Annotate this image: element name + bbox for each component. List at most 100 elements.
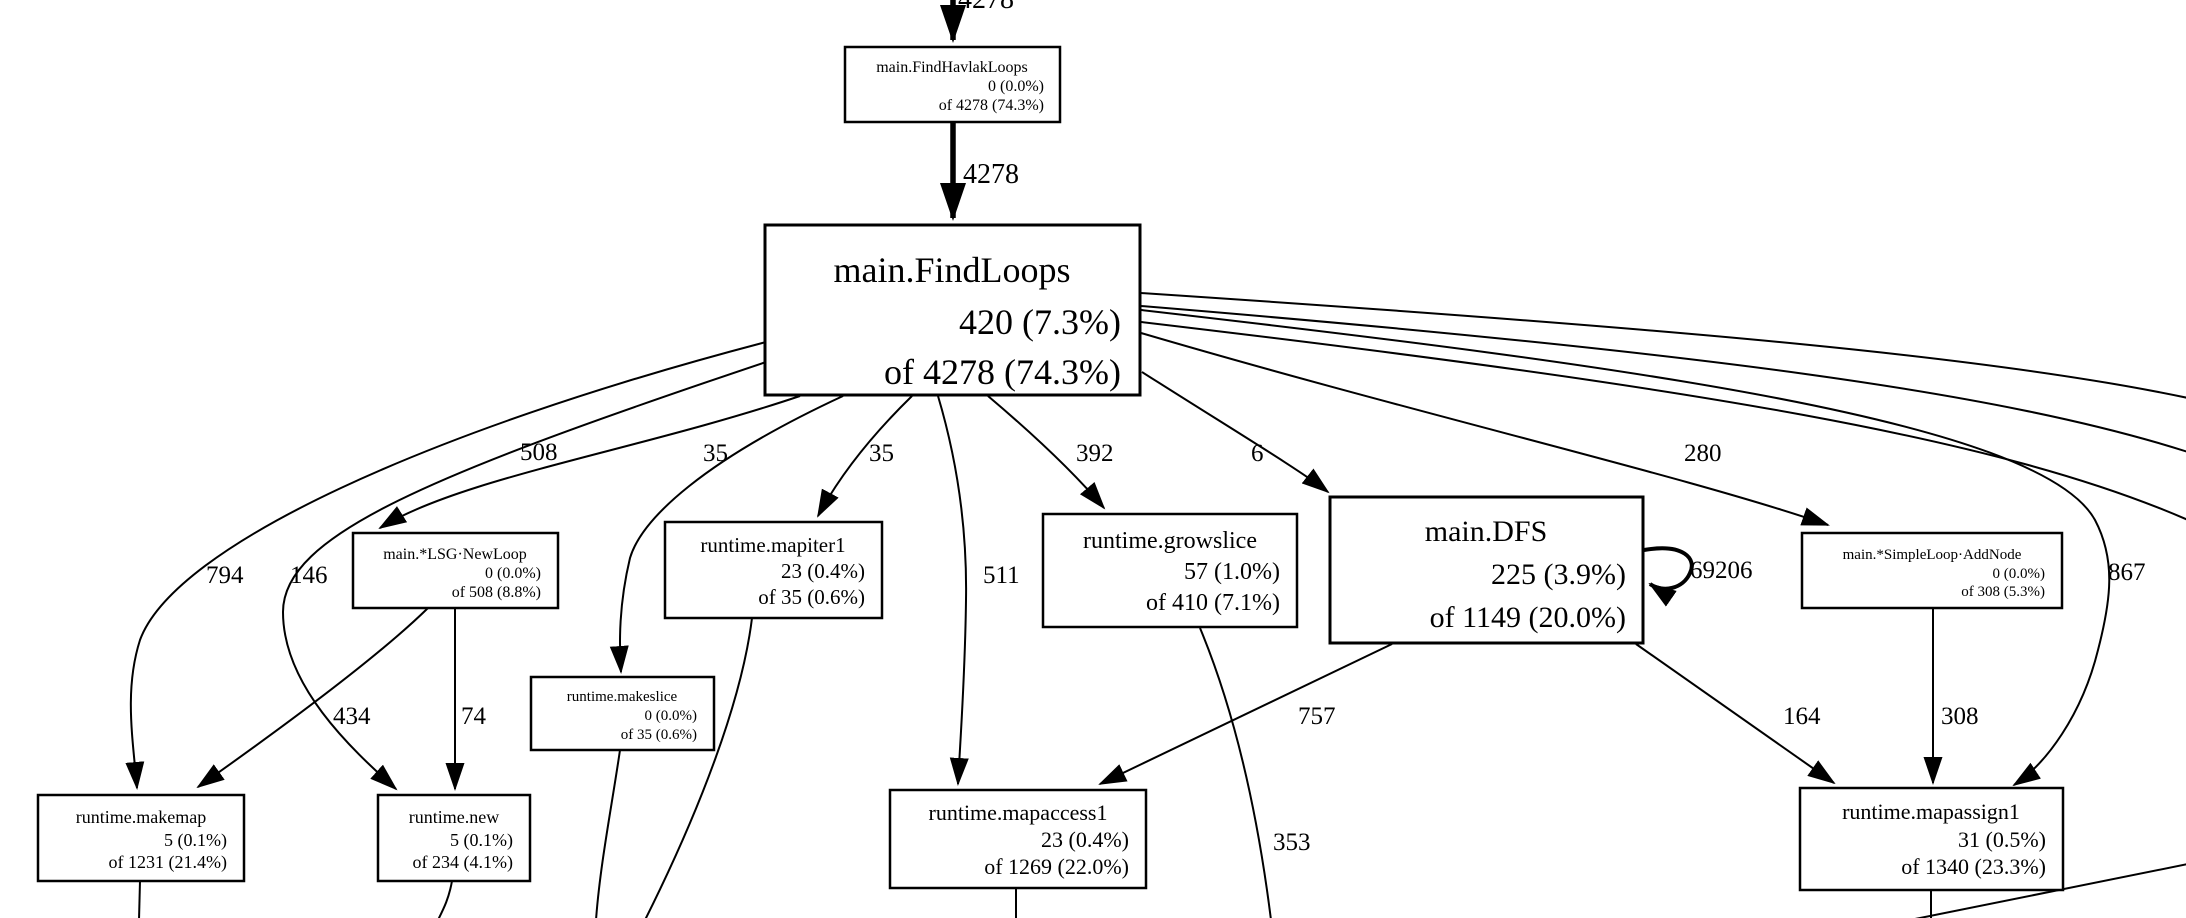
edge-dfs-self-loop: 69206 <box>1643 546 1753 607</box>
node-cum-value: of 308 (5.3%) <box>1961 584 2045 600</box>
edge-weight-label: 164 <box>1783 703 1821 730</box>
edge-line <box>817 395 913 518</box>
node-box[interactable] <box>763 223 1142 397</box>
node-name: runtime.mapassign1 <box>1842 799 2020 824</box>
edge-line <box>1643 546 1694 607</box>
edge-weight-label: 35 <box>703 440 728 467</box>
node-runtime-new[interactable]: runtime.new 5 (0.1%) of 234 (4.1%) <box>376 793 532 883</box>
edge-line <box>196 607 429 789</box>
edge-stub-findloops-right-3 <box>1140 321 2186 521</box>
edge-weight-label: 146 <box>290 562 328 589</box>
node-main-findhavlakloops[interactable]: main.FindHavlakLoops 0 (0.0%) of 4278 (7… <box>843 45 1062 124</box>
edge-line <box>1098 643 1393 785</box>
edge-findhavlakloops-to-findloops: 4278 <box>940 122 1019 221</box>
node-flat-value: 31 (0.5%) <box>1958 827 2046 852</box>
node-name: runtime.makemap <box>76 807 206 827</box>
node-name: main.*SimpleLoop·AddNode <box>1843 547 2022 563</box>
node-main-dfs[interactable]: main.DFS 225 (3.9%) of 1149 (20.0%) <box>1328 495 1645 645</box>
edge-line <box>1140 332 1830 526</box>
node-main-findloops[interactable]: main.FindLoops 420 (7.3%) of 4278 (74.3%… <box>763 223 1142 397</box>
edge-findloops-to-new: 146 <box>281 361 767 791</box>
node-box[interactable] <box>888 788 1148 890</box>
node-box[interactable] <box>1328 495 1645 645</box>
node-cum-value: of 1269 (22.0%) <box>984 854 1129 879</box>
edge-line <box>987 395 1106 510</box>
node-main-simpleloop-addnode[interactable]: main.*SimpleLoop·AddNode 0 (0.0%) of 308… <box>1800 531 2064 610</box>
edge-stub-makemap-down <box>138 880 141 918</box>
edge-weight-label: 353 <box>1273 829 1311 856</box>
node-flat-value: 0 (0.0%) <box>988 78 1044 95</box>
node-cum-value: of 1149 (20.0%) <box>1430 601 1626 634</box>
edge-line <box>609 395 844 674</box>
node-name: runtime.makeslice <box>567 689 678 705</box>
edge-lsg-newloop-to-new: 74 <box>445 608 487 791</box>
node-flat-value: 420 (7.3%) <box>959 302 1121 342</box>
node-flat-value: 0 (0.0%) <box>1993 566 2046 582</box>
edge-line <box>1635 643 1836 785</box>
edge-findloops-to-mapaccess1: 511 <box>937 395 1020 786</box>
node-runtime-makemap[interactable]: runtime.makemap 5 (0.1%) of 1231 (21.4%) <box>36 793 246 883</box>
edge-weight-label: 35 <box>869 440 894 467</box>
node-cum-value: of 410 (7.1%) <box>1146 590 1280 616</box>
node-flat-value: 5 (0.1%) <box>164 830 227 851</box>
edge-simpleloop-addnode-to-mapassign1: 308 <box>1923 608 1979 785</box>
node-cum-value: of 508 (8.8%) <box>452 584 541 601</box>
node-box[interactable] <box>529 675 716 752</box>
node-flat-value: 0 (0.0%) <box>485 565 541 582</box>
edge-weight-label: 308 <box>1941 703 1979 730</box>
edge-weight-label: 4278 <box>963 159 1019 190</box>
edge-stub-bottom-right-diagonal <box>1914 863 2186 918</box>
edge-findloops-to-mapiter1: 35 <box>817 395 913 518</box>
node-name: main.FindLoops <box>833 250 1070 290</box>
node-box[interactable] <box>351 531 560 610</box>
edge-dfs-to-mapaccess1: 757 <box>1098 643 1393 785</box>
edge-weight-label: 757 <box>1298 703 1336 730</box>
node-flat-value: 23 (0.4%) <box>1041 827 1129 852</box>
node-name: main.*LSG·NewLoop <box>383 546 527 563</box>
edge-weight-label: 4278 <box>958 0 1014 15</box>
node-runtime-mapassign1[interactable]: runtime.mapassign1 31 (0.5%) of 1340 (23… <box>1798 786 2065 892</box>
node-cum-value: of 35 (0.6%) <box>621 727 697 743</box>
edge-weight-label: 867 <box>2108 559 2146 586</box>
edge-line <box>378 395 801 530</box>
edge-weight-label: 434 <box>333 703 371 730</box>
node-box[interactable] <box>376 793 532 883</box>
node-box[interactable] <box>1800 531 2064 610</box>
node-box[interactable] <box>843 45 1062 124</box>
node-box[interactable] <box>1798 786 2065 892</box>
edge-weight-label: 392 <box>1076 440 1114 467</box>
node-flat-value: 23 (0.4%) <box>781 559 865 583</box>
node-box[interactable] <box>1041 512 1299 629</box>
node-main-lsg-newloop[interactable]: main.*LSG·NewLoop 0 (0.0%) of 508 (8.8%) <box>351 531 560 610</box>
edge-findloops-to-makeslice: 35 <box>609 395 844 674</box>
edge-line <box>937 395 969 786</box>
edge-line <box>1141 371 1330 494</box>
edge-findloops-to-growslice: 392 <box>987 395 1114 510</box>
node-runtime-mapiter1[interactable]: runtime.mapiter1 23 (0.4%) of 35 (0.6%) <box>663 520 884 620</box>
node-cum-value: of 4278 (74.3%) <box>939 97 1044 114</box>
node-flat-value: 225 (3.9%) <box>1491 558 1626 591</box>
node-runtime-mapaccess1[interactable]: runtime.mapaccess1 23 (0.4%) of 1269 (22… <box>888 788 1148 890</box>
edge-weight-label: 6 <box>1251 440 1264 467</box>
edge-stub-new-down <box>437 880 453 918</box>
node-name: runtime.mapiter1 <box>700 533 845 557</box>
edge-weight-label: 69206 <box>1690 557 1753 584</box>
node-cum-value: of 234 (4.1%) <box>413 852 513 873</box>
edge-line <box>1140 309 2111 787</box>
node-runtime-makeslice[interactable]: runtime.makeslice 0 (0.0%) of 35 (0.6%) <box>529 675 716 752</box>
node-box[interactable] <box>36 793 246 883</box>
node-flat-value: 5 (0.1%) <box>450 830 513 851</box>
edge-line <box>1199 627 1272 918</box>
node-cum-value: of 1340 (23.3%) <box>1901 854 2046 879</box>
node-name: runtime.mapaccess1 <box>929 800 1108 825</box>
node-runtime-growslice[interactable]: runtime.growslice 57 (1.0%) of 410 (7.1%… <box>1041 512 1299 629</box>
edge-findloops-to-makemap: 794 <box>125 341 767 790</box>
node-cum-value: of 1231 (21.4%) <box>109 852 227 873</box>
node-name: runtime.growslice <box>1083 528 1257 554</box>
node-box[interactable] <box>663 520 884 620</box>
edge-weight-label: 511 <box>983 562 1020 589</box>
node-name: main.DFS <box>1425 515 1548 548</box>
edge-findloops-to-mapassign1: 867 <box>1140 309 2146 787</box>
edge-stub-findloops-right-2 <box>1140 305 2186 453</box>
